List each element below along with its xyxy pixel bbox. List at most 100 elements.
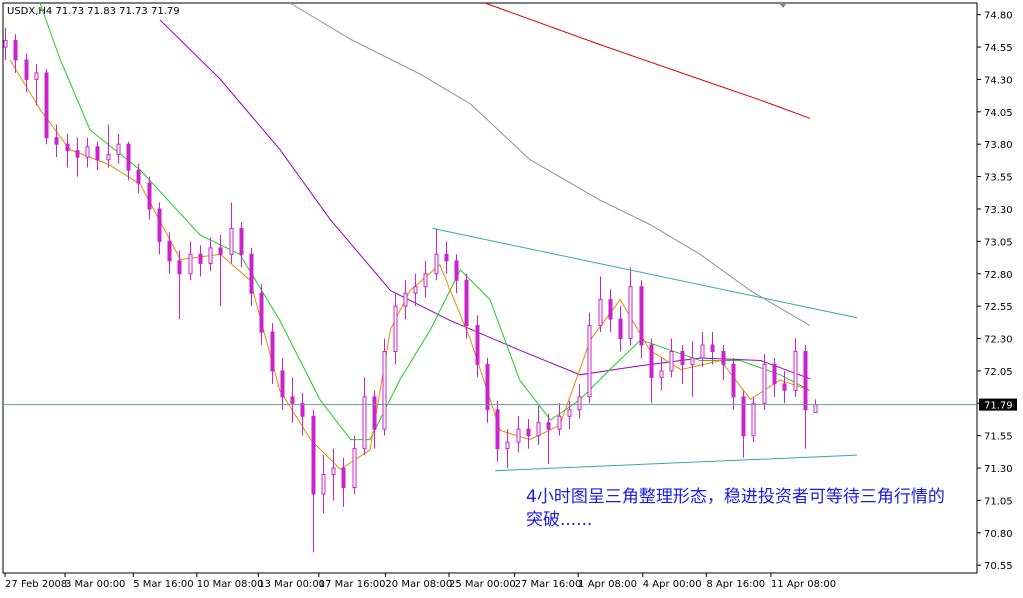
y-tick-label: 70.80 — [984, 529, 1013, 540]
candle-body — [464, 279, 469, 327]
header-low: 71.73 — [119, 6, 148, 17]
y-tick-label: 74.80 — [984, 11, 1013, 22]
moving-average — [159, 19, 811, 380]
candle-body — [54, 137, 59, 145]
candle-body — [85, 146, 90, 158]
candle-body — [536, 422, 541, 437]
x-tick-label: 27 Mar 16:00 — [515, 579, 582, 590]
x-tick-label: 17 Mar 16:00 — [319, 579, 386, 590]
x-tick-label: 13 Mar 00:00 — [258, 579, 325, 590]
y-tick-label: 74.55 — [984, 43, 1013, 54]
candle-body — [721, 350, 726, 365]
candle-body — [639, 286, 644, 346]
candle-body — [239, 227, 244, 255]
candle-body — [259, 292, 264, 333]
moving-average — [289, 2, 811, 327]
price-label: 71.79 — [984, 401, 1013, 412]
candle-body — [167, 240, 172, 262]
candle-body — [290, 396, 295, 404]
candle-body — [198, 253, 203, 264]
header-close: 71.79 — [151, 6, 180, 17]
x-tick-label: 4 Apr 00:00 — [643, 579, 702, 590]
x-tick-label: 10 Mar 08:00 — [197, 579, 264, 590]
candle-body — [280, 370, 285, 398]
y-tick-label: 73.05 — [984, 237, 1013, 248]
candle-body — [106, 154, 111, 161]
candle-body — [475, 325, 480, 365]
candle-body — [311, 415, 316, 495]
x-tick-label: 5 Mar 16:00 — [133, 579, 193, 590]
annotation: 4小时图呈三角整理形态，稳进投资者可等待三角行情的突破...... — [526, 487, 945, 530]
y-tick-label: 73.30 — [984, 205, 1013, 216]
candle-body — [813, 404, 818, 413]
y-tick-label: 72.05 — [984, 367, 1013, 378]
candle-body — [793, 350, 798, 391]
x-tick-label: 1 Apr 08:00 — [578, 579, 637, 590]
candle-body — [331, 467, 336, 476]
candle-body — [731, 363, 736, 398]
candle-body — [403, 292, 408, 307]
y-tick-label: 72.80 — [984, 270, 1013, 281]
y-tick-label: 72.55 — [984, 302, 1013, 313]
candle-body — [516, 428, 521, 443]
plot-frame — [2, 2, 978, 574]
y-tick-label: 73.55 — [984, 173, 1013, 184]
candle-body — [567, 409, 572, 417]
candle-body — [710, 344, 715, 352]
x-tick-label: 20 Mar 08:00 — [385, 579, 452, 590]
y-tick-label: 73.80 — [984, 140, 1013, 151]
chart-header: USDX,H4 71.73 71.83 71.73 71.79 — [7, 6, 180, 17]
candle-body — [434, 253, 439, 275]
candle-body — [526, 428, 531, 437]
x-tick-label: 27 Feb 2008 — [5, 579, 67, 590]
candle-body — [546, 422, 551, 430]
trend-line — [495, 454, 858, 472]
candle-body — [423, 273, 428, 288]
candle-body — [669, 350, 674, 372]
x-tick-label: 25 Mar 00:00 — [449, 579, 516, 590]
candle-body — [34, 72, 39, 80]
candle-body — [680, 350, 685, 365]
candle-body — [505, 441, 510, 450]
y-tick-label: 71.30 — [984, 464, 1013, 475]
candle-body — [300, 402, 305, 417]
candle-body — [454, 260, 459, 281]
candle-body — [598, 299, 603, 327]
candle-body — [751, 402, 756, 437]
candle-body — [157, 208, 162, 242]
candle-body — [218, 247, 223, 255]
y-tick-label: 74.05 — [984, 108, 1013, 119]
y-tick-label: 74.30 — [984, 75, 1013, 86]
candle-body — [649, 344, 654, 378]
candle-body — [659, 370, 664, 378]
candle-body — [577, 396, 582, 411]
candle-body — [75, 150, 80, 158]
x-tick-label: 11 Apr 08:00 — [771, 579, 836, 590]
y-tick-label: 72.30 — [984, 335, 1013, 346]
x-tick-label: 8 Apr 16:00 — [706, 579, 765, 590]
candle-body — [485, 363, 490, 411]
candle-body — [413, 286, 418, 294]
trend-line — [432, 227, 858, 319]
candle-body — [772, 363, 777, 385]
candle-body — [372, 396, 377, 430]
candle-body — [382, 350, 387, 430]
x-tick-label: 3 Mar 00:00 — [65, 579, 125, 590]
header-high: 71.83 — [87, 6, 116, 17]
candle-body — [229, 227, 234, 255]
candle-body — [393, 305, 398, 352]
candle-body — [136, 169, 141, 184]
candle-body — [587, 325, 592, 398]
candle-body — [177, 260, 182, 275]
candle-body — [782, 383, 787, 391]
candle-body — [249, 253, 254, 294]
candle-body — [208, 247, 213, 264]
price-label-box — [979, 398, 1017, 411]
candle-body — [188, 253, 193, 275]
candle-body — [628, 286, 633, 340]
y-tick-label: 71.05 — [984, 496, 1013, 507]
moving-average — [484, 2, 811, 119]
candle-body — [690, 357, 695, 365]
candle-body — [762, 363, 767, 404]
